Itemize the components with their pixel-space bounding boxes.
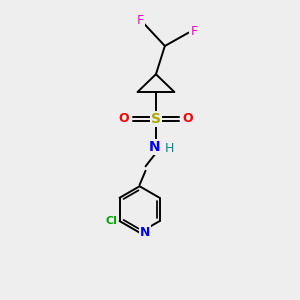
Text: H: H: [165, 142, 174, 155]
Text: N: N: [148, 140, 160, 154]
Text: Cl: Cl: [105, 216, 117, 226]
Text: O: O: [183, 112, 194, 125]
Text: F: F: [190, 25, 198, 38]
Text: S: S: [151, 112, 161, 126]
Text: N: N: [140, 226, 150, 239]
Text: F: F: [137, 14, 144, 27]
Text: O: O: [118, 112, 129, 125]
